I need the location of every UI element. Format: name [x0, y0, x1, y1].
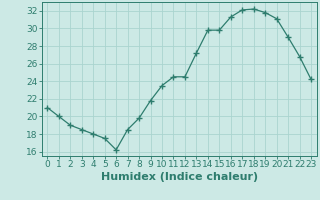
X-axis label: Humidex (Indice chaleur): Humidex (Indice chaleur)	[100, 172, 258, 182]
